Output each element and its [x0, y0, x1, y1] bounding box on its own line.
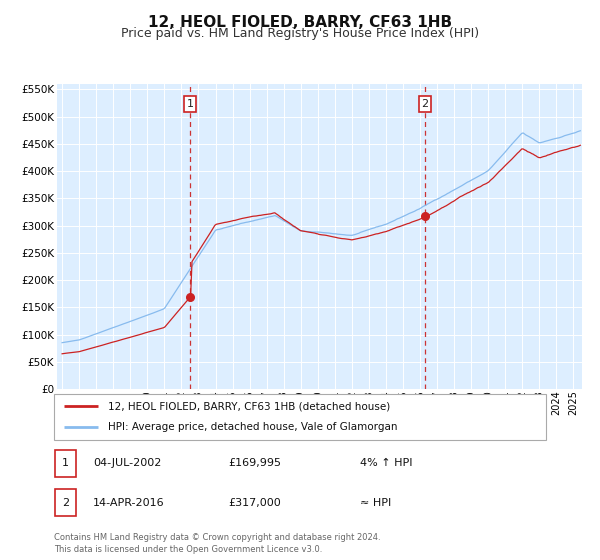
Text: £317,000: £317,000: [228, 498, 281, 507]
FancyBboxPatch shape: [54, 394, 546, 440]
Text: 12, HEOL FIOLED, BARRY, CF63 1HB (detached house): 12, HEOL FIOLED, BARRY, CF63 1HB (detach…: [108, 401, 391, 411]
Text: 2: 2: [62, 498, 69, 507]
Text: Contains HM Land Registry data © Crown copyright and database right 2024.: Contains HM Land Registry data © Crown c…: [54, 533, 380, 542]
Text: This data is licensed under the Open Government Licence v3.0.: This data is licensed under the Open Gov…: [54, 545, 322, 554]
Text: 12, HEOL FIOLED, BARRY, CF63 1HB: 12, HEOL FIOLED, BARRY, CF63 1HB: [148, 15, 452, 30]
Text: 4% ↑ HPI: 4% ↑ HPI: [360, 459, 413, 468]
Text: £169,995: £169,995: [228, 459, 281, 468]
Text: Price paid vs. HM Land Registry's House Price Index (HPI): Price paid vs. HM Land Registry's House …: [121, 27, 479, 40]
Text: HPI: Average price, detached house, Vale of Glamorgan: HPI: Average price, detached house, Vale…: [108, 422, 398, 432]
FancyBboxPatch shape: [55, 450, 76, 477]
Text: 14-APR-2016: 14-APR-2016: [93, 498, 164, 507]
FancyBboxPatch shape: [55, 489, 76, 516]
Text: 1: 1: [62, 459, 69, 468]
Text: 1: 1: [187, 99, 194, 109]
Text: 2: 2: [421, 99, 428, 109]
Text: ≈ HPI: ≈ HPI: [360, 498, 391, 507]
Text: 04-JUL-2002: 04-JUL-2002: [93, 459, 161, 468]
